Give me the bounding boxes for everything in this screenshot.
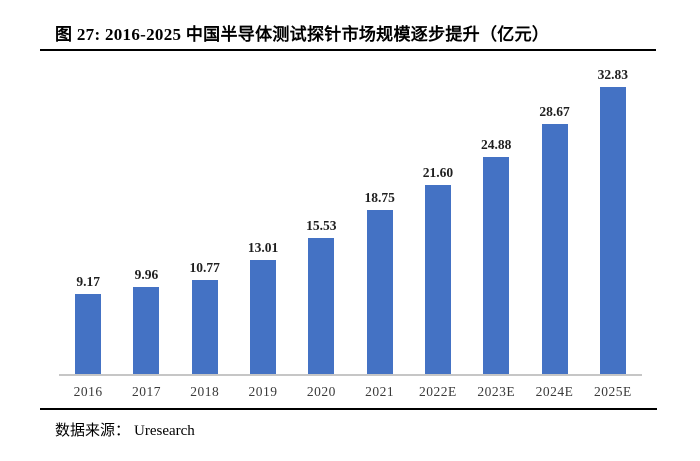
source-value: Uresearch [134,423,195,439]
bar-column: 15.53 [292,218,350,374]
bar-value-label: 32.83 [597,67,628,82]
bar-value-label: 15.53 [306,218,337,233]
bar-value-label: 13.01 [247,240,279,255]
bar-2016 [75,294,102,374]
bar-column: 13.01 [234,240,292,374]
x-tick-label: 2016 [73,384,103,399]
bar-column: 28.67 [525,104,583,374]
bar-column: 10.77 [176,260,234,374]
bar-2020 [308,238,335,374]
bar-2019 [250,260,277,374]
bar-2017 [133,287,160,374]
bar-column: 24.88 [467,137,525,374]
x-tick-label: 2020 [306,384,336,399]
bar-column: 9.96 [117,267,175,374]
bar-2018 [191,280,218,374]
bar-column: 21.60 [409,165,467,374]
bar-2024E [541,124,568,374]
bar-2025E [599,87,626,374]
bar-column: 32.83 [584,67,642,374]
figure-title: 图 27: 2016-2025 中国半导体测试探针市场规模逐步提升（亿元） [55,25,550,44]
x-tick-label: 2018 [190,384,220,399]
bar-column: 18.75 [350,190,408,374]
bar-value-label: 10.77 [189,260,220,275]
bar-2022E [424,185,451,374]
bar-value-label: 9.96 [134,267,159,282]
source-label: 数据来源： [55,423,131,439]
x-tick-label: 2025E [593,384,632,399]
x-tick-label: 2024E [535,384,574,399]
x-tick-label: 2017 [131,384,161,399]
bar-column: 9.17 [59,274,117,374]
figure-header: 图 27: 2016-2025 中国半导体测试探针市场规模逐步提升（亿元） [40,24,656,51]
bar-value-label: 21.60 [422,165,454,180]
x-tick-label: 2023E [477,384,516,399]
bar-value-label: 18.75 [364,190,395,205]
x-tick-label: 2021 [365,384,395,399]
source-row: 数据来源： Uresearch [55,419,700,440]
bottom-rule [40,408,657,410]
bar-2023E [483,157,510,374]
x-axis-ticks: 2016 2017 2018 2019 2020 2021 2022E 2023E 2024E 2… [59,376,642,408]
bar-value-label: 24.88 [481,137,512,152]
x-tick-label: 2022E [419,384,457,399]
bar-value-label: 9.17 [76,274,100,289]
chart-plot: 9.17 9.96 10.77 13.01 15.53 18.75 21.60 24.88 28… [59,51,642,376]
bar-value-label: 28.67 [539,104,570,119]
x-tick-label: 2019 [248,384,278,399]
bar-2021 [366,210,393,374]
